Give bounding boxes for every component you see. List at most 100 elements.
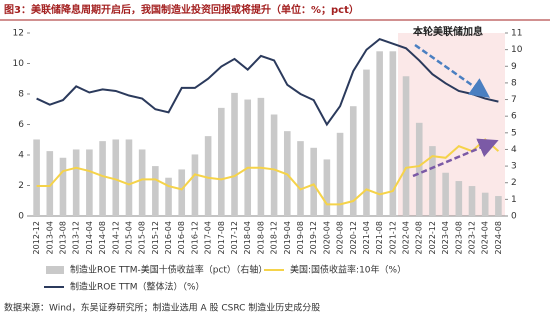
bar: [138, 149, 146, 216]
line-series: [36, 37, 499, 127]
bar: [244, 99, 252, 216]
x-tick-label: 2023-12: [468, 221, 477, 254]
bar: [46, 151, 54, 216]
arrow-down: [414, 43, 491, 98]
bar: [257, 97, 265, 216]
bar: [415, 122, 423, 216]
x-tick-label: 2020-12: [349, 221, 358, 254]
bar: [363, 69, 370, 216]
bar: [152, 166, 159, 216]
bar: [336, 132, 344, 216]
legend-label: 制造业ROE TTM（整体法）（%）: [70, 281, 205, 293]
bar: [178, 169, 186, 216]
bar: [349, 106, 357, 216]
x-tick-label: 2022-12: [428, 221, 437, 254]
x-tick-label: 2017-08: [217, 221, 226, 254]
bar: [495, 196, 502, 216]
bar: [59, 157, 67, 216]
x-tick-label: 2022-08: [415, 221, 424, 254]
x-tick-label: 2018-12: [270, 221, 279, 254]
bar: [442, 172, 449, 216]
x-tick-label: 2014-04: [85, 221, 94, 254]
y-tick-label: 2: [18, 181, 24, 191]
source-note: 数据来源：Wind，东吴证券研究所；制造业选用 A 股 CSRC 制造业历史成分…: [4, 302, 320, 314]
x-tick-label: 2017-04: [204, 221, 213, 254]
x-tick-label: 2013-04: [45, 221, 54, 254]
y2-tick-label: 2: [511, 178, 517, 188]
legend-swatch: [46, 266, 64, 274]
x-tick-label: 2018-04: [243, 221, 252, 254]
y2-tick-label: 9: [511, 62, 517, 72]
y2-tick-label: 5: [511, 128, 517, 138]
hike-shading: [398, 33, 505, 216]
bar: [99, 141, 106, 216]
x-tick-label: 2016-04: [164, 221, 173, 254]
y2-tick-label: 1: [511, 195, 517, 205]
bar: [72, 149, 80, 216]
x-tick-label: 2018-08: [256, 221, 265, 254]
bar: [112, 139, 120, 216]
bar: [402, 76, 410, 216]
bar: [231, 92, 238, 216]
bar: [323, 159, 331, 216]
bar: [376, 51, 383, 216]
x-tick-label: 2024-04: [481, 221, 490, 254]
y-tick-label: 0: [18, 212, 24, 222]
bar: [191, 154, 199, 216]
y2-tick-label: 3: [511, 162, 517, 172]
arrow-up: [412, 138, 499, 178]
x-tick-label: 2013-12: [72, 221, 81, 254]
bar: [165, 177, 172, 216]
legend-label: 制造业ROE TTM-美国十债收益率（pct）（右轴）: [70, 264, 267, 276]
x-tick-label: 2023-04: [441, 221, 450, 254]
x-tick-label: 2023-08: [454, 221, 463, 254]
line-series: [36, 138, 500, 206]
x-tick-label: 2021-08: [375, 221, 384, 254]
bar: [270, 114, 278, 216]
y2-tick-label: 4: [511, 145, 517, 155]
x-tick-label: 2016-08: [177, 221, 186, 254]
x-tick-label: 2015-08: [138, 221, 147, 254]
y-tick-label: 10: [13, 59, 25, 69]
y2-tick-label: 7: [511, 95, 517, 105]
x-tick-label: 2019-08: [296, 221, 305, 254]
y2-tick-label: 0: [511, 212, 517, 222]
x-tick-label: 2019-04: [283, 221, 292, 254]
y-tick-label: 12: [13, 29, 24, 39]
x-tick-label: 2020-08: [336, 221, 345, 254]
x-tick-label: 2014-12: [111, 221, 120, 254]
y2-tick-label: 11: [511, 29, 522, 39]
y2-tick-label: 10: [511, 45, 523, 55]
bar: [297, 141, 304, 216]
x-tick-label: 2017-12: [230, 221, 239, 254]
bar: [310, 147, 317, 216]
y-tick-label: 4: [18, 151, 24, 161]
x-tick-label: 2019-12: [309, 221, 318, 254]
y2-tick-label: 6: [511, 112, 517, 122]
y-tick-label: 6: [18, 120, 24, 130]
bar: [389, 51, 397, 216]
x-tick-label: 2012-12: [32, 221, 41, 254]
x-tick-label: 2024-08: [494, 221, 503, 254]
x-tick-label: 2021-04: [362, 221, 371, 254]
x-tick-label: 2015-12: [151, 221, 160, 254]
bar: [468, 186, 476, 216]
x-tick-label: 2013-08: [58, 221, 67, 254]
bar: [455, 181, 463, 216]
bar: [33, 139, 40, 216]
bar: [125, 139, 133, 216]
x-tick-label: 2020-04: [322, 221, 331, 254]
bar: [481, 192, 489, 216]
x-tick-label: 2015-04: [124, 221, 133, 254]
bar: [429, 146, 436, 216]
chart-title: 图3：美联储降息周期开启后，我国制造业投资回报或将提升（单位：%；pct）: [4, 3, 359, 16]
annotation: 本轮美联储加息: [413, 25, 483, 38]
x-tick-label: 2014-08: [98, 221, 107, 254]
x-tick-label: 2021-12: [388, 221, 397, 254]
x-tick-label: 2022-04: [402, 221, 411, 254]
bar: [218, 107, 225, 216]
y2-tick-label: 8: [511, 78, 517, 88]
legend-label: 美国:国债收益率:10年（%）: [290, 264, 406, 276]
